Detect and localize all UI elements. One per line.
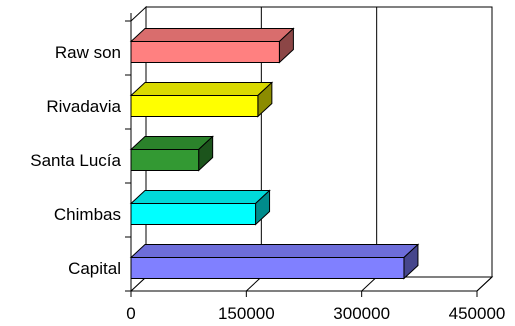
category-label: Santa Lucía [30,151,121,170]
bar [129,189,271,226]
bar [129,243,420,280]
x-tick-label: 150000 [218,304,275,323]
category-label: Raw son [55,43,121,62]
floor [129,276,494,292]
category-label: Chimbas [54,205,121,224]
category-label: Capital [68,259,121,278]
x-tick-label: 450000 [449,304,506,323]
x-tick-label: 300000 [333,304,390,323]
axis-labels: Capital Chimbas Santa Lucía Rivadavia Raw so… [30,43,505,323]
bar [129,135,214,172]
bar-front [130,95,259,117]
gridline-floor [245,276,262,292]
bar-top [129,28,295,42]
bar [129,27,295,64]
bar [129,81,274,118]
axes [125,13,478,297]
bar-front [130,41,280,63]
x-tick-label: 0 [126,304,135,323]
bar-front [130,149,200,171]
gridline-floor [361,276,378,292]
bar-front [130,257,405,279]
bar-top [129,244,420,258]
bars [129,27,420,280]
bar-top [129,190,271,204]
category-label: Rivadavia [46,97,121,116]
bar-top [129,82,274,96]
bar-front [130,203,257,225]
gridline-floor [476,276,493,292]
